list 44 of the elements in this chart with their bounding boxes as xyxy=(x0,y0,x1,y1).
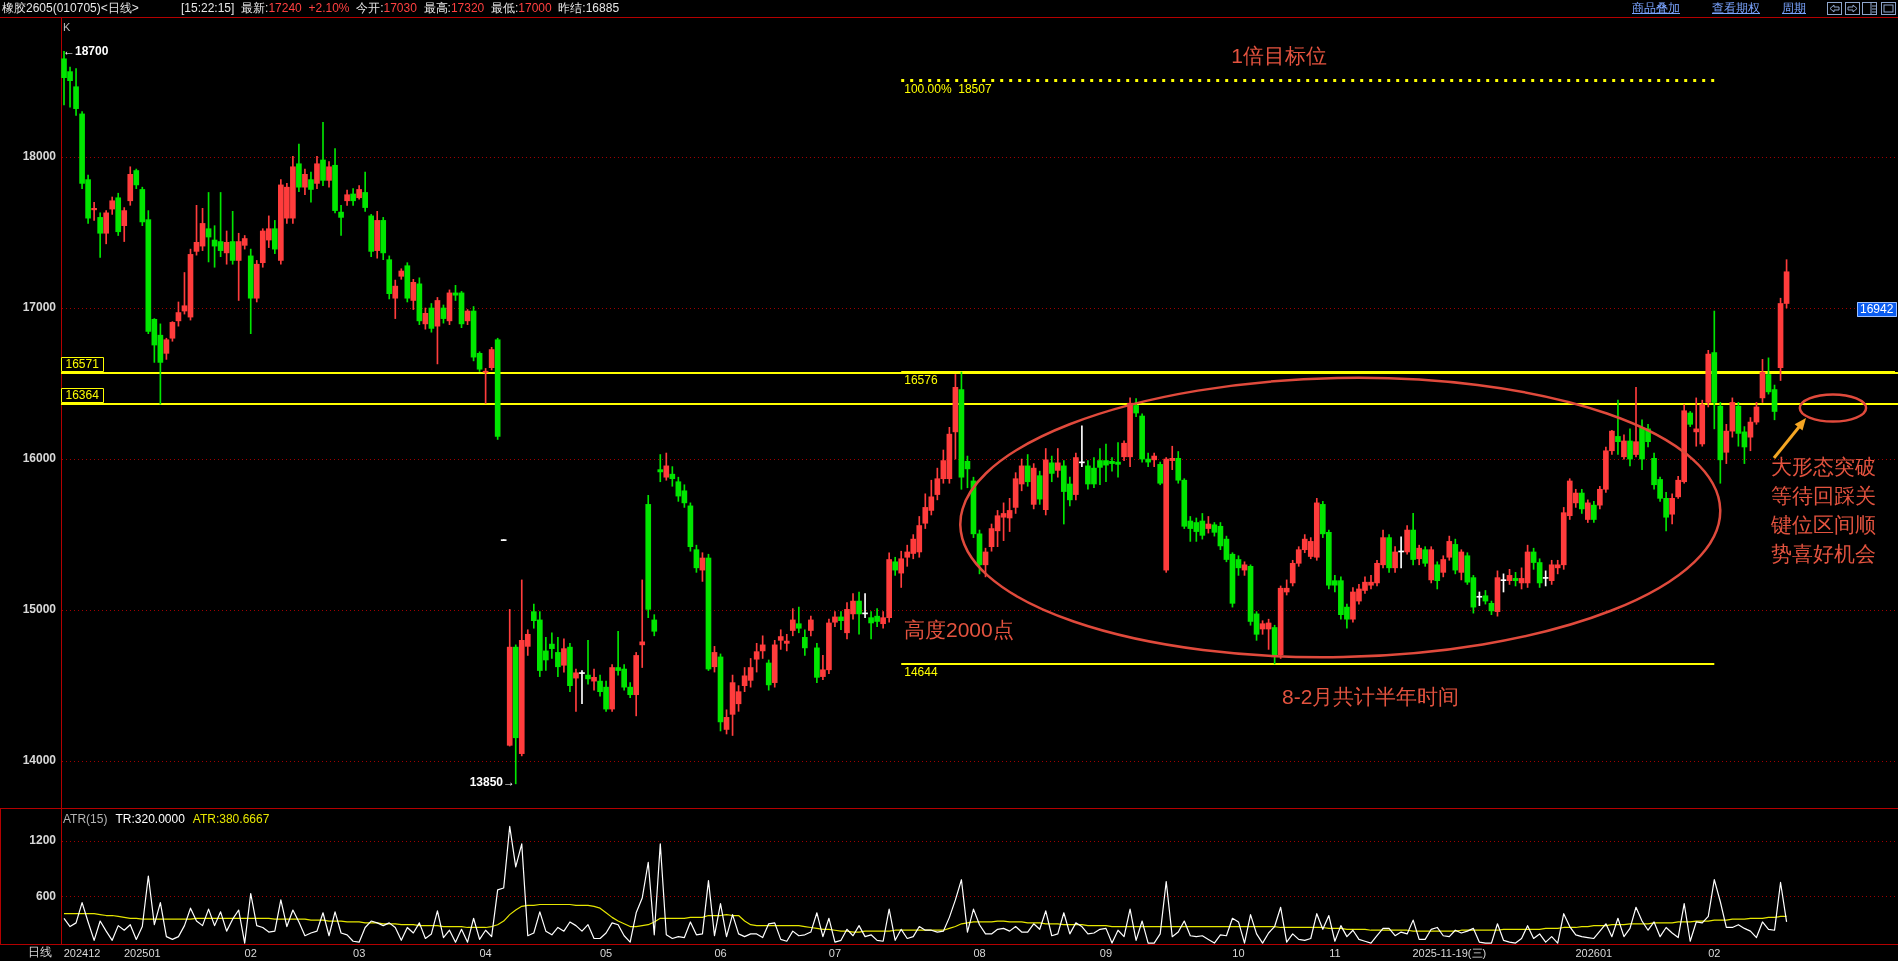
x-tick-label: 04 xyxy=(479,946,492,959)
annotation: 1倍目标位 xyxy=(1231,43,1327,67)
text: [15:22:15] 最新:17240 +2.10% 今开:17030 最高:17320 最低:17000 昨结:16885 xyxy=(181,1,620,15)
x-tick-label: 202601 xyxy=(1575,946,1613,959)
x-axis-title: 日线 xyxy=(28,945,52,960)
annotation: 13850→ xyxy=(469,775,515,790)
x-tick-label: 09 xyxy=(1099,946,1113,959)
x-tick-label: 202501 xyxy=(123,946,161,959)
annotation: ←18700 xyxy=(63,44,109,59)
chart-title: ATR(15) xyxy=(63,812,108,827)
y-tick-label: 1200 xyxy=(29,833,57,848)
x-tick-label: 11 xyxy=(1329,946,1341,959)
x-tick-label: 08 xyxy=(973,946,986,959)
x-tick-label: 05 xyxy=(599,946,613,959)
y-tick-label: 600 xyxy=(35,888,57,903)
chart-title: 橡胶2605(010705)<日线> xyxy=(2,0,139,17)
text: 查看期权 xyxy=(1712,0,1760,17)
x-tick-label: 202412 xyxy=(63,946,101,959)
text: ATR:380.6667 xyxy=(192,812,270,827)
y-tick-label: 16000 xyxy=(22,451,57,466)
annotation: K xyxy=(63,21,71,34)
ref-line-label: 16364 xyxy=(65,388,100,403)
series-label: 100.00% 18507 xyxy=(904,81,992,96)
y-tick-label: 17000 xyxy=(22,300,57,315)
x-tick-label: 02 xyxy=(1708,946,1721,959)
y-tick-label: 14000 xyxy=(22,753,57,768)
y-tick-label: 15000 xyxy=(22,602,57,617)
series-label: 16576 xyxy=(904,373,938,388)
annotation: 8-2月共计半年时间 xyxy=(1282,684,1460,708)
series-label: 14644 xyxy=(904,665,938,680)
text: TR:320.0000 xyxy=(115,812,186,827)
x-tick-label: 03 xyxy=(353,946,366,959)
annotation: 高度2000点 xyxy=(904,617,1014,641)
text: 周期 xyxy=(1782,0,1806,17)
x-tick-label: 06 xyxy=(714,946,727,959)
x-tick-label: 10 xyxy=(1232,946,1245,959)
text: 商品叠加 xyxy=(1632,0,1680,17)
x-tick-label: 02 xyxy=(244,946,257,959)
annotation: 大形态突破等待回踩关键位区间顺势喜好机会 xyxy=(1770,454,1876,565)
ref-line-label: 16571 xyxy=(65,357,100,372)
x-tick-label: 07 xyxy=(828,946,842,959)
annotation: 16942 xyxy=(1860,302,1894,317)
y-tick-label: 18000 xyxy=(22,149,57,164)
x-tick-label: 2025-11-19(三) xyxy=(1412,946,1487,959)
